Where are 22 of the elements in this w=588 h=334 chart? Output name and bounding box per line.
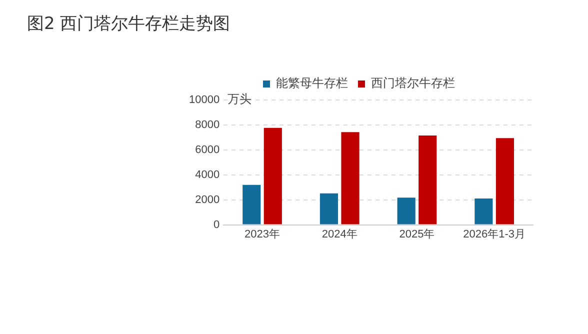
y-tick-label: 6000: [195, 144, 220, 156]
bar: [418, 135, 437, 224]
y-axis-title: 万头: [228, 92, 252, 106]
y-tick-label: 8000: [195, 118, 220, 131]
legend-label: 能繁母牛存栏: [276, 76, 348, 90]
y-tick-label: 4000: [195, 168, 220, 181]
legend-label: 西门塔尔牛存栏: [371, 76, 455, 90]
bar: [242, 184, 261, 224]
bar: [320, 193, 338, 224]
chart-title: 图2 西门塔尔牛存栏走势图: [27, 13, 230, 35]
bar: [341, 132, 360, 224]
x-tick-label: 2026年1-3月: [463, 228, 526, 240]
bar: [474, 198, 493, 224]
y-tick-label: 10000: [188, 94, 220, 106]
bar: [496, 138, 514, 224]
y-tick-label: 0: [213, 218, 220, 231]
x-tick-label: 2023年: [244, 228, 280, 240]
y-tick-label: 2000: [195, 194, 220, 206]
bar: [264, 128, 282, 224]
x-tick-label: 2024年: [322, 228, 358, 240]
bar: [397, 198, 416, 224]
x-tick-label: 2025年: [399, 228, 435, 240]
